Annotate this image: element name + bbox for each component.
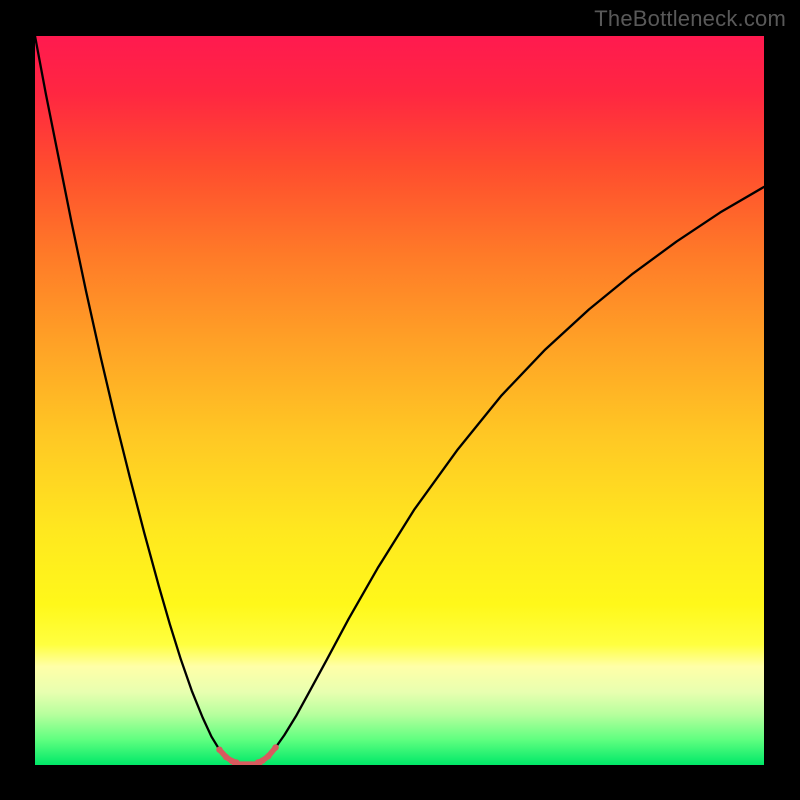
min-band-dot [223, 754, 229, 760]
min-band-dot [216, 746, 222, 752]
bottleneck-chart-svg [35, 36, 764, 765]
chart-background-gradient [35, 36, 764, 765]
bottleneck-chart [35, 36, 764, 765]
chart-stage: TheBottleneck.com [0, 0, 800, 800]
watermark-text: TheBottleneck.com [594, 6, 786, 32]
min-band-dot [272, 744, 278, 750]
min-band-dot [265, 753, 271, 759]
